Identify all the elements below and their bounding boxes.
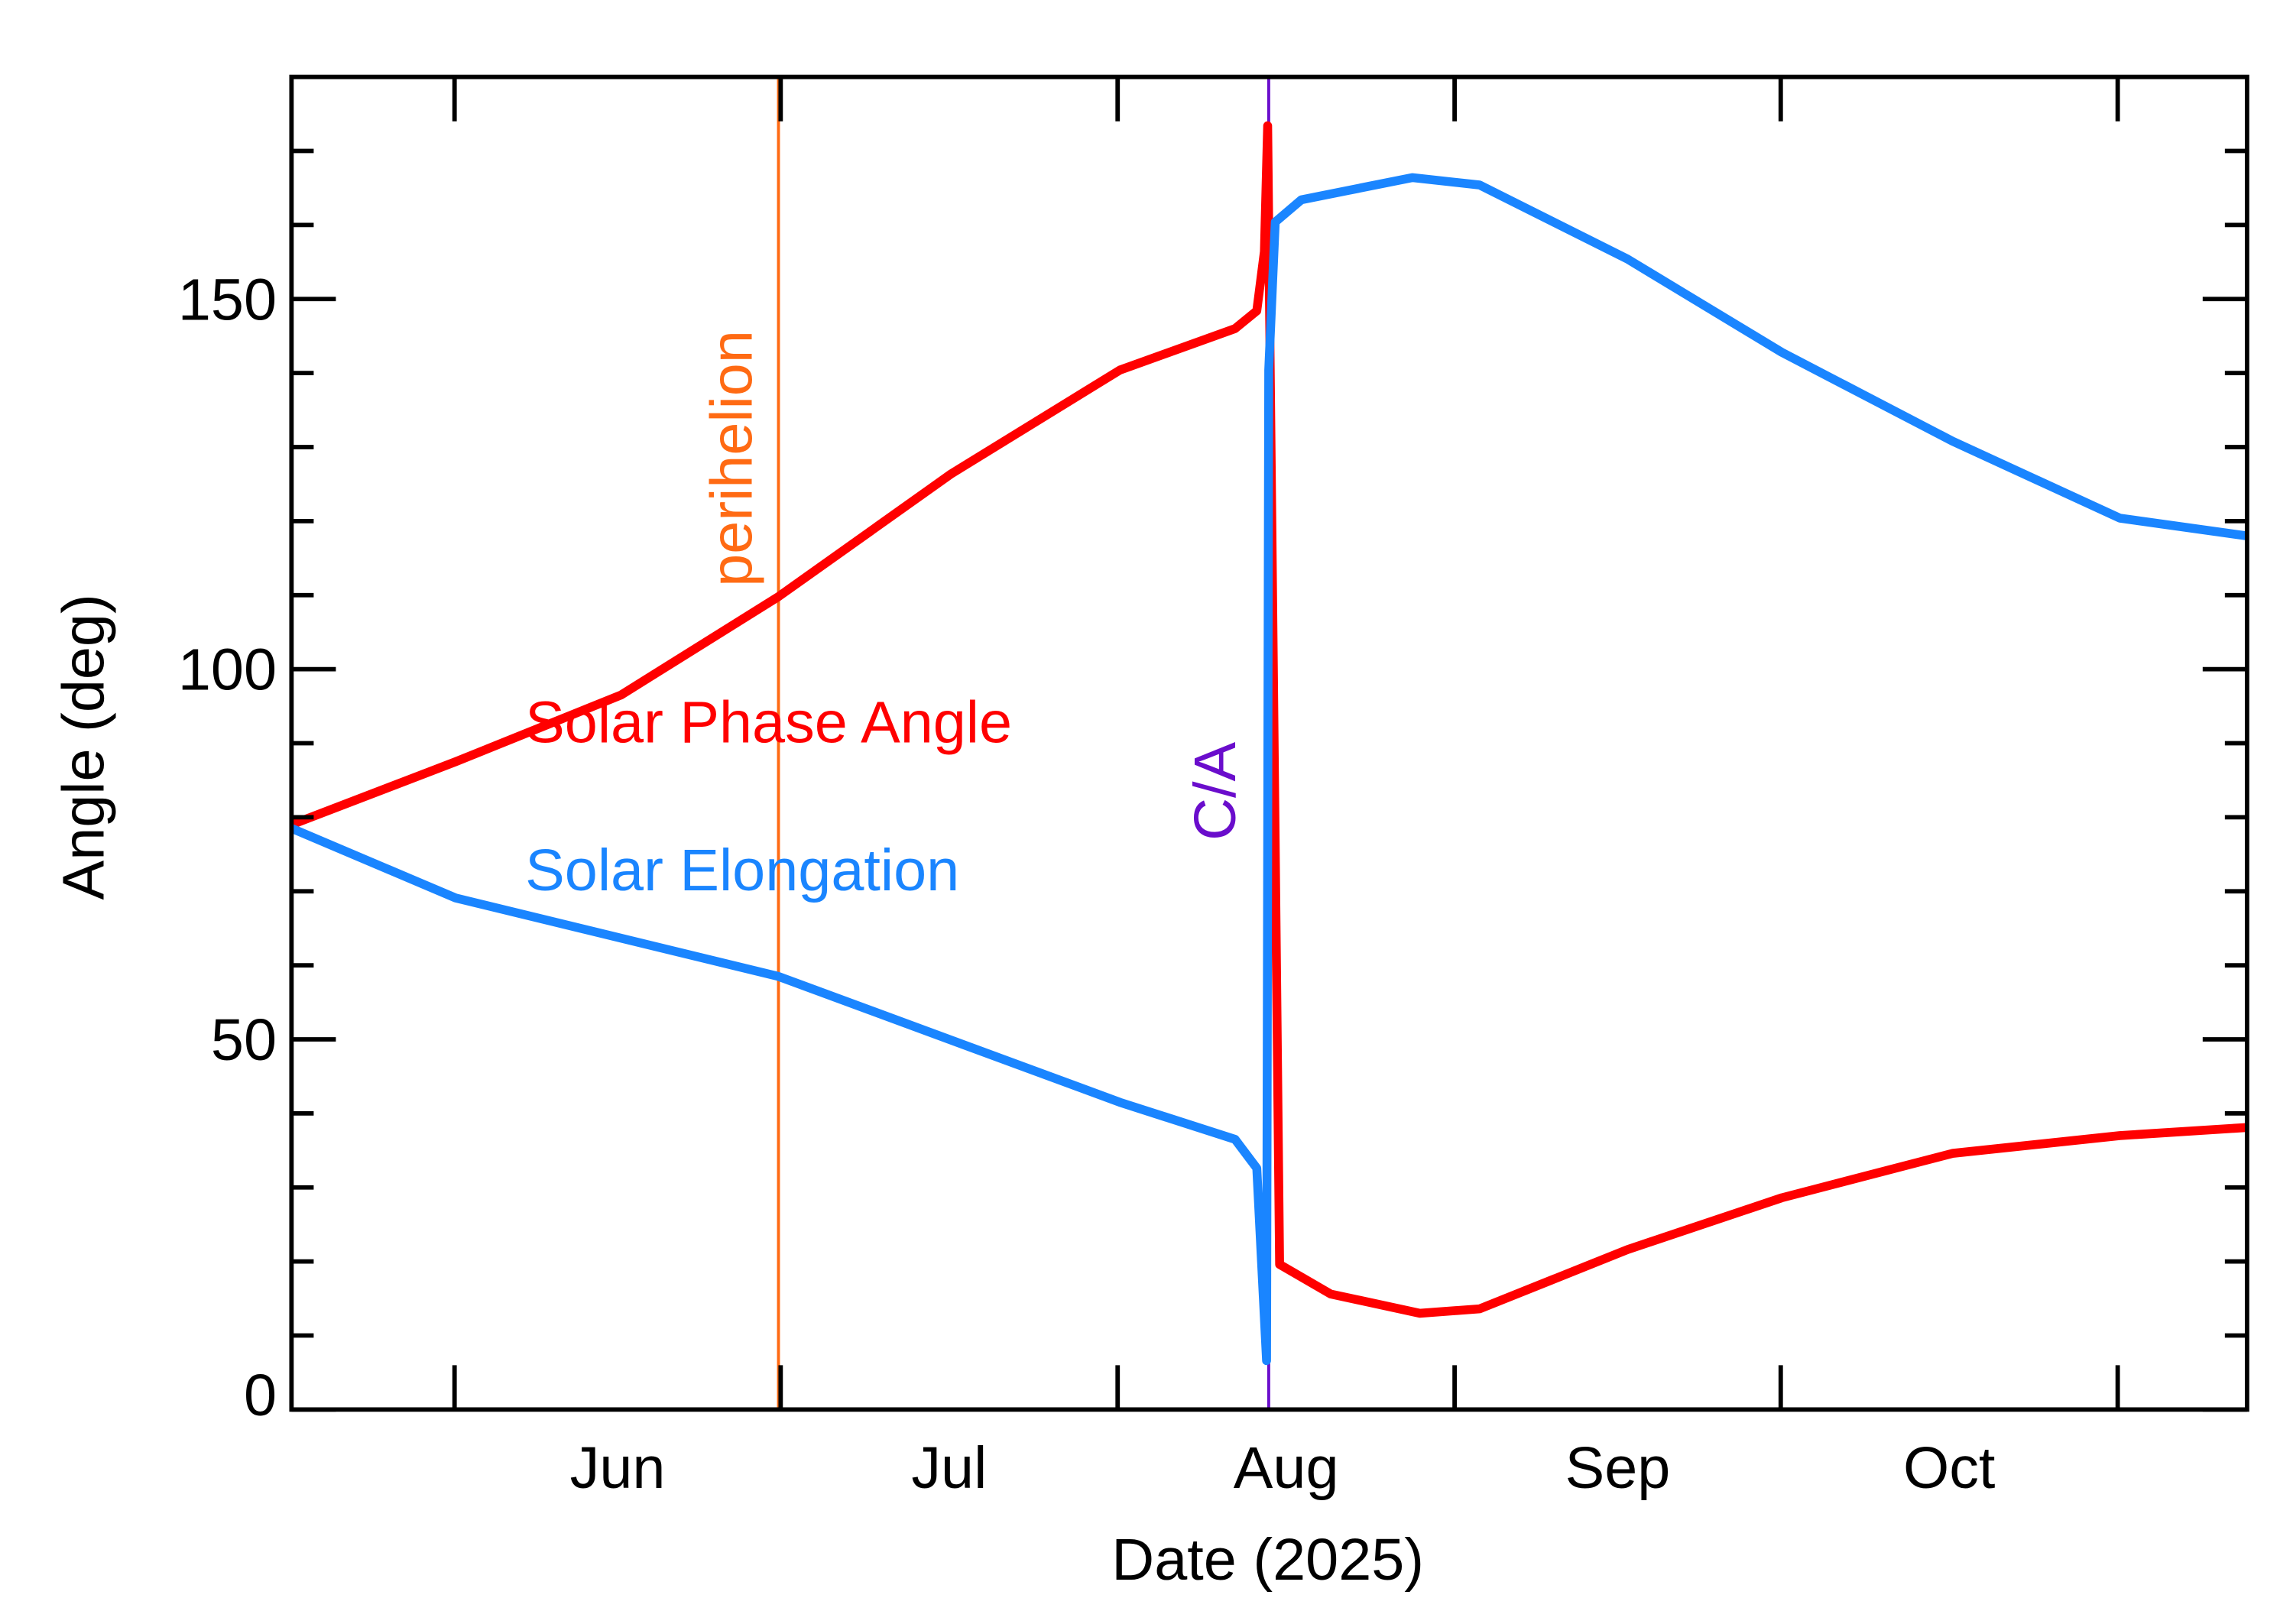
- y-tick-label: 0: [244, 1363, 277, 1428]
- y-tick-label: 100: [178, 637, 277, 703]
- data-line: [290, 121, 2248, 1318]
- y-tick-label: 150: [178, 267, 277, 332]
- data-line: [290, 173, 2248, 1366]
- x-tick-label: Aug: [1234, 1435, 1339, 1501]
- event-label: C/A: [1182, 742, 1248, 841]
- event-label: perihelion: [699, 330, 764, 587]
- y-tick-label: 50: [211, 1007, 277, 1073]
- x-tick-label: Sep: [1565, 1435, 1671, 1501]
- y-axis-label: Angle (deg): [51, 594, 117, 900]
- x-tick-label: Jul: [911, 1435, 987, 1501]
- x-tick-label: Oct: [1903, 1435, 1995, 1501]
- legend-label: Solar Phase Angle: [525, 690, 1012, 756]
- x-axis-label: Date (2025): [1111, 1527, 1424, 1593]
- legend-label: Solar Elongation: [525, 838, 959, 903]
- x-tick-label: Jun: [570, 1435, 666, 1501]
